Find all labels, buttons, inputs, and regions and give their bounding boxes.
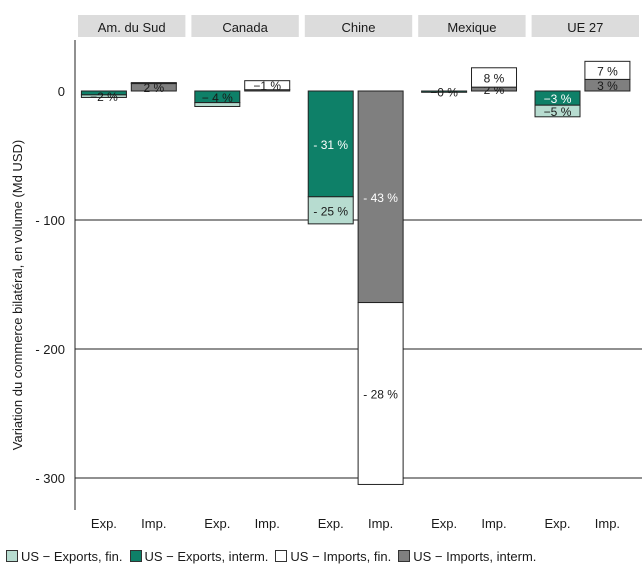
y-tick-label: - 200 [35,342,65,357]
x-tick-label: Exp. [431,516,457,531]
legend-label: US − Imports, fin. [290,548,392,564]
x-tick-label: Exp. [545,516,571,531]
legend-label: US − Imports, interm. [413,548,537,564]
data-label: - 31 % [313,138,348,152]
data-label: 8 % [484,71,505,85]
axes: 0 - 100 - 200 - 300 [35,40,76,510]
panel-header-label: Mexique [447,20,496,35]
data-label: −5 % [544,105,572,119]
data-label: 3 % [597,79,618,93]
panel-header-label: Chine [342,20,376,35]
bar-segment [471,67,518,88]
legend-label: US − Exports, fin. [21,548,123,564]
x-tick-label: Exp. [318,516,344,531]
legend-item: US − Imports, fin. [275,549,391,564]
data-label: −3 % [544,92,572,106]
legend-item: US − Exports, fin. [6,549,123,564]
y-tick-label: - 300 [35,471,65,486]
y-tick-label: 0 [58,84,65,99]
data-label: −0 % [430,86,458,100]
bar-segment [130,82,177,85]
legend-item: US − Imports, interm. [398,549,536,564]
data-label: - 28 % [363,388,398,402]
panel-header [531,15,639,37]
bar-segment [534,104,581,118]
bar-labels: Exp. Imp. Exp. Imp. Exp. Imp. Exp. Imp. Exp. Imp. [91,516,620,531]
bar-segment [194,102,241,107]
panel-header-label: Canada [222,20,268,35]
bar-segment [357,302,404,485]
legend-item: US − Exports, interm. [129,548,269,564]
x-tick-label: Exp. [204,516,230,531]
bar-segment [357,90,404,304]
data-label: 2 % [143,81,164,95]
legend-swatch [6,550,18,562]
data-label: −2 % [90,90,118,104]
panel-headers: Am. du Sud Canada Chine Mexique UE 27 [78,15,639,37]
x-tick-label: Exp. [91,516,117,531]
data-label: − 4 % [202,91,233,105]
bars: −2 % 2 % − 4 % −1 % - 31 % - 25 % - 43 % - 28 %… [80,60,631,485]
data-label: - 43 % [363,191,398,205]
data-label: - 25 % [313,204,348,218]
bar-segment [307,196,354,225]
y-axis-label: Variation du commerce bilatéral, en volu… [10,140,25,450]
legend-swatch [129,550,142,562]
x-tick-label: Imp. [141,516,166,531]
bar-segment [244,80,291,91]
bar-segment [80,94,127,98]
x-tick-label: Imp. [595,516,620,531]
bar-segment [584,60,631,80]
panel-header [418,15,526,37]
panel-header [191,15,299,37]
data-label: −1 % [253,79,281,93]
panel-header [78,15,186,37]
x-tick-label: Imp. [481,516,506,531]
legend-swatch [275,550,288,562]
legend-swatch [398,550,411,562]
x-tick-label: Imp. [368,516,393,531]
panel-header-label: Am. du Sud [98,20,166,35]
legend: US − Exports, fin. US − Exports, interm. U… [6,546,642,566]
bar-segment [421,90,468,93]
data-label: 7 % [597,64,618,78]
legend-label: US − Exports, interm. [144,548,269,564]
panel-header [304,15,413,37]
x-tick-label: Imp. [255,516,280,531]
panel-header-label: UE 27 [567,20,603,35]
y-tick-label: - 100 [35,213,65,228]
